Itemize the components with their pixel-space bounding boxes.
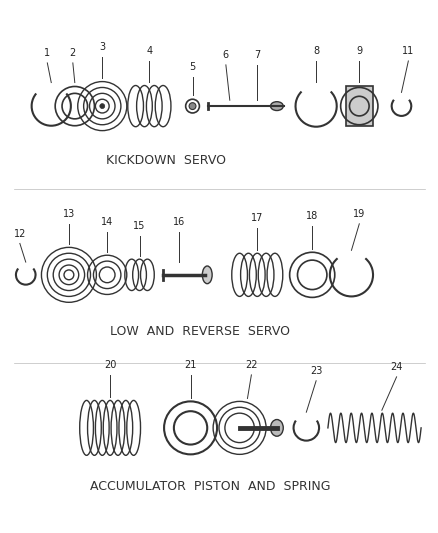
Text: LOW  AND  REVERSE  SERVO: LOW AND REVERSE SERVO — [110, 325, 290, 338]
Text: 2: 2 — [70, 48, 76, 58]
Text: 11: 11 — [401, 46, 413, 56]
Text: 19: 19 — [352, 209, 364, 219]
Text: 13: 13 — [63, 209, 75, 219]
Text: KICKDOWN  SERVO: KICKDOWN SERVO — [106, 154, 226, 166]
Text: 4: 4 — [146, 46, 152, 56]
Text: 3: 3 — [99, 42, 105, 52]
Text: 22: 22 — [244, 360, 257, 370]
Circle shape — [189, 103, 195, 110]
Text: 15: 15 — [133, 221, 145, 231]
Text: 14: 14 — [101, 217, 113, 227]
Ellipse shape — [202, 266, 212, 284]
Circle shape — [99, 103, 105, 109]
Text: 1: 1 — [44, 48, 50, 58]
Text: 20: 20 — [104, 360, 116, 370]
Text: 12: 12 — [14, 229, 26, 239]
Text: 24: 24 — [389, 362, 402, 372]
Text: 9: 9 — [355, 46, 361, 56]
Bar — [345, 86, 372, 126]
Text: 16: 16 — [172, 217, 184, 227]
Text: 5: 5 — [189, 62, 195, 72]
Text: 18: 18 — [305, 211, 318, 221]
Text: 17: 17 — [251, 213, 263, 223]
Text: 23: 23 — [309, 366, 321, 376]
Text: 7: 7 — [254, 50, 260, 60]
Text: 8: 8 — [312, 46, 318, 56]
Ellipse shape — [270, 419, 283, 436]
Text: 6: 6 — [223, 50, 229, 60]
Text: ACCUMULATOR  PISTON  AND  SPRING: ACCUMULATOR PISTON AND SPRING — [90, 480, 330, 493]
Text: 21: 21 — [184, 360, 196, 370]
Ellipse shape — [270, 102, 283, 110]
